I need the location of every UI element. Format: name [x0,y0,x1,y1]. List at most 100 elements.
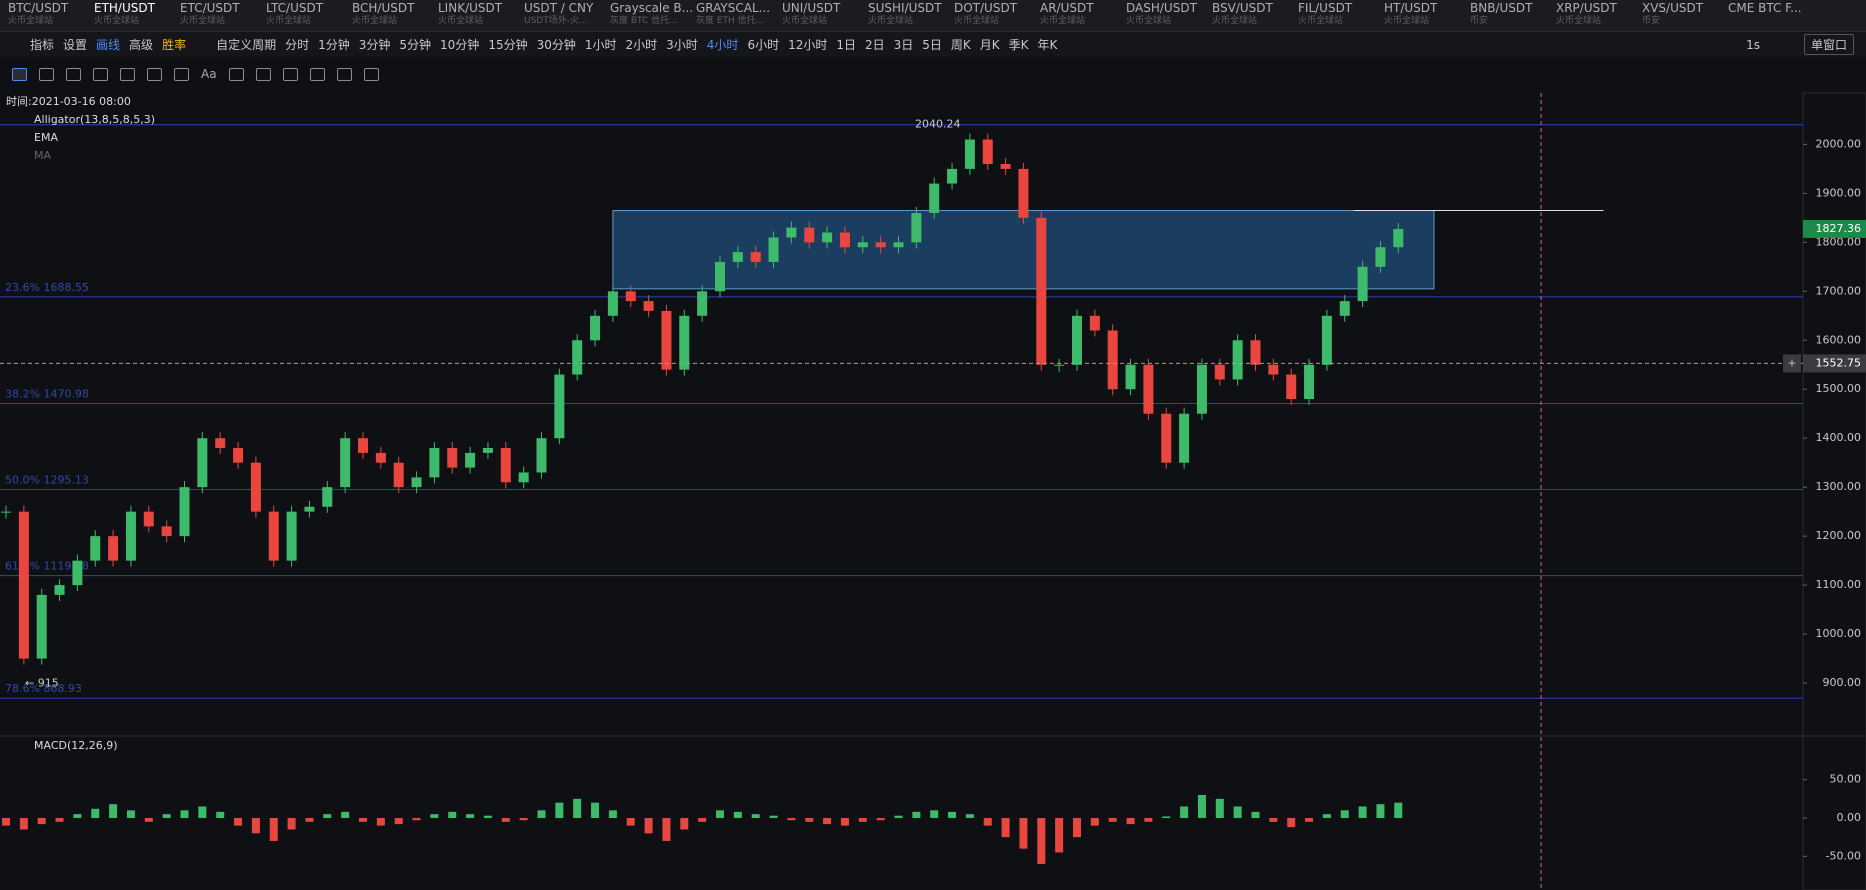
tab[interactable]: DOT/USDT 火币全球站 [954,1,1038,27]
macd-bar [787,817,796,821]
tab[interactable]: ETC/USDT 火币全球站 [180,1,264,27]
candle [661,310,672,370]
magnet-tool[interactable] [228,67,244,81]
tab[interactable]: Grayscale B... 灰度 BTC 信托... [610,1,694,27]
candle [1339,301,1350,316]
toolbar-button[interactable]: 画线 [96,38,121,52]
macd-bar [305,817,314,822]
tab[interactable]: LTC/USDT 火币全球站 [266,1,350,27]
macd-tick-label: 0.00 [1837,811,1862,824]
tab-name: XRP/USDT [1556,1,1617,15]
tab[interactable]: UNI/USDT 火币全球站 [782,1,866,27]
macd-bar [1305,817,1314,822]
line-tool[interactable] [39,67,54,81]
measure-tool[interactable] [255,67,271,81]
macd-tick-label: 50.00 [1830,773,1862,786]
crosshair-label: 1552.75 [1816,356,1862,369]
tab[interactable]: USDT / CNY USDT场外-火... [524,1,608,27]
tab[interactable]: HT/USDT 火币全球站 [1384,1,1468,27]
last-price-tag [1803,219,1866,238]
drawing-tools: Aa [0,62,600,86]
fib-tool[interactable] [120,67,135,81]
brush-tool[interactable] [282,67,298,81]
macd-bar [376,817,385,826]
tab[interactable]: BNB/USDT 币安 [1470,1,1554,27]
candle [393,462,404,488]
period[interactable]: 6小时 [747,38,780,52]
tab[interactable]: SUSHI/USDT 火币全球站 [868,1,952,27]
period[interactable]: 3日 [893,38,914,52]
crosshair-tool[interactable] [12,67,27,81]
period[interactable]: 12小时 [788,38,828,52]
tab[interactable]: ETH/USDT 火币全球站 [94,1,178,27]
tab[interactable]: FIL/USDT 火币全球站 [1298,1,1382,27]
tab[interactable]: LINK/USDT 火币全球站 [438,1,522,27]
macd-bar [1322,814,1331,818]
last-price-label: 1827.36 [1816,222,1862,235]
period[interactable]: 3小时 [666,38,698,52]
period[interactable]: 4小时 [706,38,739,52]
toolbar-button[interactable]: 指标 [30,38,55,52]
tab-name: FIL/USDT [1298,1,1353,15]
period[interactable]: 季K [1008,38,1029,52]
tab[interactable]: GRAYSCAL... 灰度 ETH 信托... [696,1,780,27]
period[interactable]: 10分钟 [440,38,480,52]
period-select[interactable]: 自定义周期 [216,38,277,52]
period[interactable]: 1日 [836,38,856,52]
candle [250,462,261,512]
period[interactable]: 1小时 [584,38,617,52]
tab[interactable]: BCH/USDT 火币全球站 [352,1,436,27]
tab-name: BSV/USDT [1212,1,1273,15]
hide-tool[interactable] [336,67,352,81]
wave-tool[interactable] [147,67,162,81]
toolbar-button[interactable]: 设置 [63,38,88,52]
period[interactable]: 年K [1037,38,1058,52]
y-tick-label: 1300.00 [1816,480,1862,493]
period[interactable]: 月K [979,38,1000,52]
tab-sub: 灰度 ETH 信托... [696,16,765,26]
tab-sub: 火币全球站 [352,16,398,26]
period[interactable]: 3分钟 [358,38,391,52]
tab-name: BCH/USDT [352,1,415,15]
shape-tool[interactable] [93,67,108,81]
candle [18,511,29,659]
text-tool[interactable]: Aa [201,67,217,81]
window-select[interactable]: 单窗口 [1803,34,1854,55]
toolbar-button[interactable]: 胜率 [162,38,187,52]
period[interactable]: 30分钟 [536,38,576,52]
macd-bar [216,811,225,818]
tab-name: BTC/USDT [8,1,69,15]
period[interactable]: 分时 [285,38,310,52]
candle [947,168,958,184]
macd-bar [680,817,689,830]
tab[interactable]: XVS/USDT 币安 [1642,1,1726,27]
delete-tool[interactable] [363,67,379,81]
candle [929,183,940,213]
tab[interactable]: BSV/USDT 火币全球站 [1212,1,1296,27]
candle [750,252,761,262]
candle [1072,315,1082,365]
macd-bar [1162,816,1171,818]
tab[interactable]: XRP/USDT 火币全球站 [1556,1,1640,27]
period[interactable]: 2小时 [625,38,658,52]
period[interactable]: 2日 [865,38,885,52]
period[interactable]: 周K [950,38,971,52]
macd-bar [501,817,510,822]
toolbar-button[interactable]: 高级 [129,38,154,52]
tab[interactable]: CME BTC F... [1728,1,1812,16]
tab[interactable]: AR/USDT 火币全球站 [1040,1,1124,27]
refresh[interactable]: 1s [1746,37,1760,52]
lock-tool[interactable] [309,67,325,81]
candle [607,291,618,316]
period[interactable]: 5分钟 [399,38,432,52]
grid-tool[interactable] [174,67,189,81]
channel-tool[interactable] [66,67,81,81]
period[interactable]: 5日 [922,38,942,52]
tab[interactable]: DASH/USDT 火币全球站 [1126,1,1210,27]
period[interactable]: 15分钟 [488,38,528,52]
period[interactable]: 1分钟 [318,38,350,52]
candle [625,291,636,302]
candle [768,237,779,262]
tab[interactable]: BTC/USDT 火币全球站 [8,1,92,27]
macd-bar [1287,817,1296,828]
